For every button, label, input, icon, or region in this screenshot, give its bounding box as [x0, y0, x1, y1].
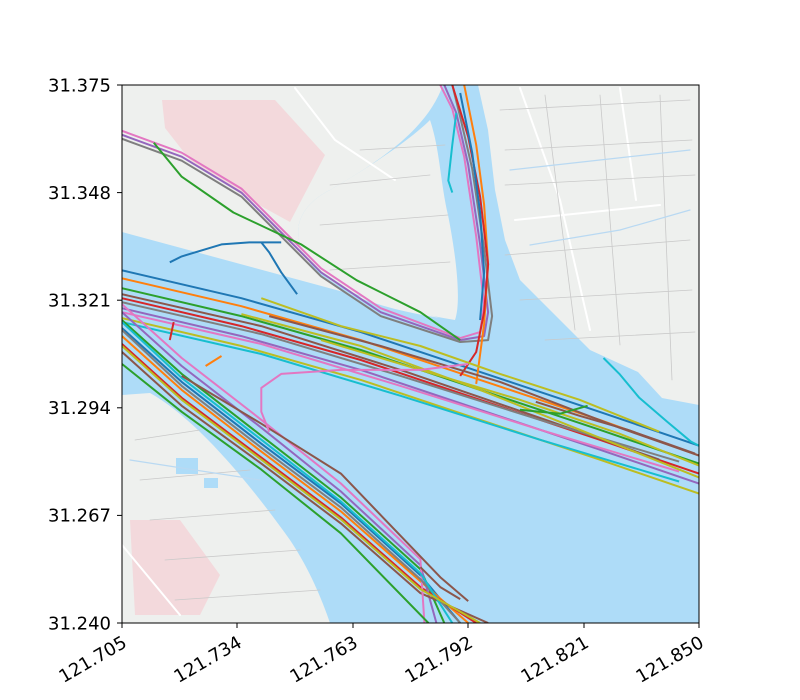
industrial-zone	[162, 100, 325, 222]
vessel-track	[260, 241, 298, 295]
y-tick: 31.375	[48, 76, 122, 97]
y-tick-label: 31.240	[48, 614, 111, 635]
vessel-track	[122, 269, 699, 447]
y-tick-label: 31.348	[48, 183, 111, 204]
vessel-track	[205, 355, 223, 367]
vessel-track	[519, 404, 588, 415]
y-tick: 31.240	[48, 614, 122, 635]
vessel-track	[168, 321, 175, 341]
vessel-track	[122, 343, 477, 623]
vessel-track	[459, 92, 486, 321]
y-tick-label: 31.294	[48, 398, 111, 419]
vessel-track	[260, 363, 469, 433]
x-tick: 121.792	[402, 623, 477, 688]
x-tick-label: 121.792	[402, 632, 477, 687]
vessel-track	[260, 297, 660, 433]
vessel-track	[122, 363, 430, 623]
vessel-track	[122, 329, 461, 623]
vessel-track	[122, 351, 489, 623]
y-tick: 31.321	[48, 291, 122, 312]
y-tick-label: 31.267	[48, 506, 111, 527]
vessel-track	[463, 85, 490, 385]
vessel-track	[320, 339, 699, 467]
vessel-track	[153, 142, 461, 341]
basemap	[122, 85, 699, 623]
vessel-track	[122, 303, 426, 623]
x-tick: 121.763	[287, 623, 362, 688]
y-axis: 31.375 31.348 31.321 31.294 31.267 31.24…	[48, 76, 122, 635]
y-tick: 31.267	[48, 506, 122, 527]
road	[122, 544, 181, 616]
x-tick-label: 121.734	[171, 632, 246, 687]
southwest-industrial	[130, 520, 220, 615]
vessel-track	[122, 321, 680, 483]
vessel-track	[241, 313, 699, 479]
vessel-track	[602, 357, 699, 447]
vessel-track	[447, 112, 458, 193]
vessel-track	[169, 241, 282, 264]
road	[514, 204, 661, 221]
x-tick-label: 121.705	[56, 632, 131, 687]
vessel-track	[122, 321, 454, 623]
vessel-track	[122, 85, 486, 340]
vessel-track	[122, 301, 680, 463]
road	[544, 94, 673, 381]
vessel-tracks	[122, 85, 699, 623]
road	[294, 87, 396, 181]
vessel-track	[535, 400, 696, 455]
road	[519, 87, 591, 331]
x-axis: 121.705 121.734 121.763 121.792 121.821 …	[56, 623, 708, 688]
x-tick: 121.734	[171, 623, 246, 688]
vessel-track	[122, 311, 438, 623]
x-tick-label: 121.763	[287, 632, 362, 687]
vessel-track	[122, 307, 699, 485]
road	[134, 429, 321, 601]
pond	[176, 458, 198, 474]
plot-frame	[121, 84, 700, 624]
road-network	[122, 87, 696, 616]
peninsula-land	[298, 120, 458, 320]
road	[499, 99, 696, 341]
vessel-track	[181, 375, 469, 602]
x-tick: 121.850	[633, 623, 708, 688]
y-tick: 31.294	[48, 398, 122, 419]
road	[319, 144, 451, 271]
y-tick-label: 31.321	[48, 291, 111, 312]
y-tick-label: 31.375	[48, 76, 111, 97]
vessel-track	[419, 566, 461, 600]
vessel-track	[122, 345, 481, 623]
x-tick-label: 121.821	[518, 632, 593, 687]
waterway	[509, 149, 691, 246]
y-tick: 31.348	[48, 183, 122, 204]
pond	[204, 478, 218, 488]
road	[619, 87, 637, 201]
x-tick: 121.821	[518, 623, 593, 688]
east-bank-land	[478, 85, 699, 405]
x-tick-label: 121.850	[633, 632, 708, 687]
vessel-track	[122, 85, 494, 343]
waterway	[129, 459, 261, 481]
vessel-track	[122, 311, 680, 473]
vessel-track	[122, 317, 699, 495]
